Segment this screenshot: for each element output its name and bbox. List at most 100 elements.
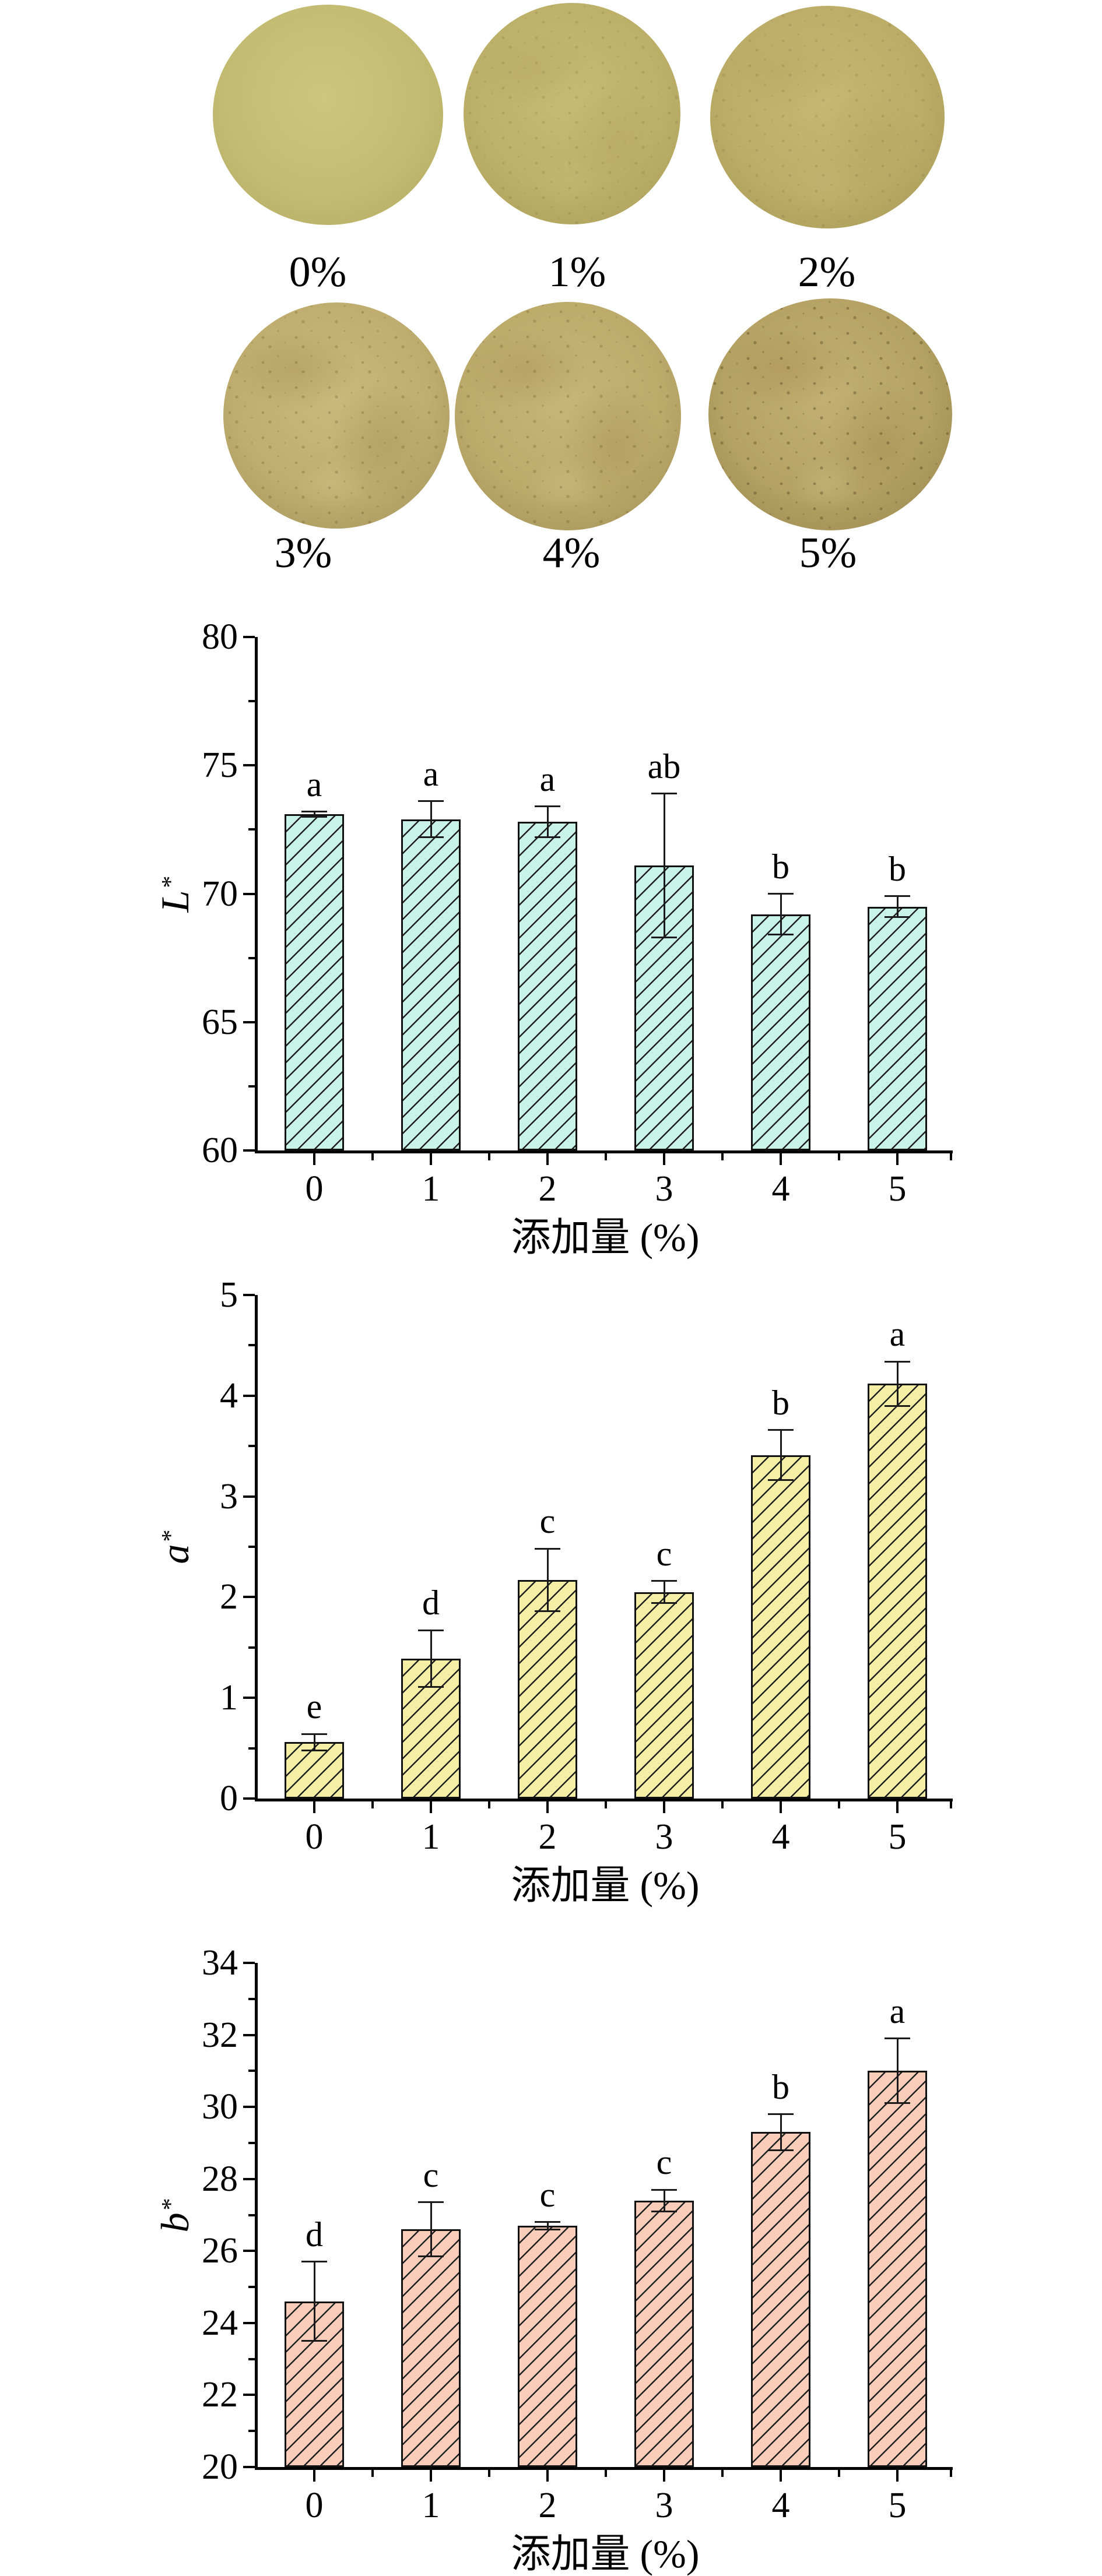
y-minor-tick [248, 1085, 255, 1088]
significance-letter: a [306, 765, 322, 804]
error-bar-cap-bottom [651, 2210, 677, 2212]
significance-letter: ab [647, 747, 681, 786]
x-major-tick [663, 1153, 665, 1165]
x-minor-tick [838, 2470, 840, 2477]
x-tick-label: 5 [888, 2486, 907, 2525]
error-bar-cap-bottom [535, 1610, 560, 1613]
significance-letter: b [772, 847, 789, 886]
bar-4pct [751, 1455, 810, 1799]
x-tick-label: 2 [538, 1169, 557, 1209]
y-minor-tick [248, 2213, 255, 2216]
error-bar-cap-top [651, 793, 677, 795]
significance-letter: a [889, 1315, 906, 1354]
significance-letter: d [422, 1583, 440, 1623]
y-minor-tick [248, 2070, 255, 2072]
error-bar [663, 2190, 665, 2212]
y-major-tick [243, 636, 255, 638]
error-bar-cap-top [885, 895, 910, 898]
y-minor-tick [248, 828, 255, 831]
x-minor-tick [371, 1153, 374, 1160]
y-tick-label: 4 [220, 1375, 238, 1416]
x-major-tick [430, 2470, 432, 2482]
error-bar [546, 1549, 549, 1611]
x-minor-tick [488, 1153, 490, 1160]
significance-letter: e [306, 1687, 322, 1726]
x-major-tick [313, 1801, 315, 1813]
x-minor-tick [950, 1153, 952, 1160]
y-tick-label: 60 [202, 1131, 238, 1170]
y-minor-tick [248, 1546, 255, 1548]
error-bar-cap-bottom [301, 815, 327, 818]
error-bar-cap-top [301, 811, 327, 813]
bar-1pct [401, 2229, 461, 2467]
photo-label-5pct: 5% [799, 529, 857, 577]
significance-letter: b [772, 2067, 789, 2106]
bar-2pct [518, 2226, 577, 2467]
x-tick-label: 3 [655, 1169, 673, 1209]
y-major-tick [243, 2033, 255, 2036]
error-bar [430, 801, 432, 837]
cookie-mottle [455, 302, 681, 530]
error-bar-cap-bottom [768, 2149, 794, 2151]
x-tick-label: 5 [888, 1817, 907, 1857]
photo-label-3pct: 3% [274, 529, 332, 577]
significance-letter: c [656, 1534, 672, 1573]
x-minor-tick [371, 2470, 374, 2477]
y-minor-tick [248, 1747, 255, 1750]
y-tick-label: 0 [220, 1779, 238, 1818]
error-bar-cap-top [885, 1360, 910, 1363]
bar-0pct [285, 814, 344, 1150]
y-minor-tick [248, 2141, 255, 2144]
x-major-tick [896, 1801, 899, 1813]
error-bar-cap-bottom [418, 2255, 444, 2258]
y-tick-label: 26 [202, 2231, 238, 2271]
y-axis-title-letter: a [152, 1544, 197, 1564]
x-minor-tick [721, 1153, 724, 1160]
x-major-tick [780, 2470, 782, 2482]
x-major-tick [780, 1801, 782, 1813]
y-minor-tick [248, 1344, 255, 1347]
cookie-mottle [464, 3, 680, 224]
error-bar-cap-bottom [418, 836, 444, 839]
error-bar-cap-top [885, 2037, 910, 2040]
photo-label-4pct: 4% [542, 529, 601, 577]
x-axis-title: 添加量 (%) [511, 1863, 700, 1908]
error-bar [546, 2222, 549, 2230]
x-minor-tick [371, 1801, 374, 1808]
y-major-tick [243, 2177, 255, 2180]
error-bar-cap-bottom [768, 934, 794, 936]
y-axis-line [255, 1295, 258, 1799]
error-bar-cap-top [535, 2221, 560, 2223]
y-axis-title-letter: b [152, 2212, 197, 2233]
y-major-tick [243, 764, 255, 767]
x-minor-tick [950, 1801, 952, 1808]
error-bar-cap-top [651, 1580, 677, 1582]
y-major-tick [243, 2466, 255, 2468]
bar-5pct [868, 2071, 927, 2467]
chart-L-star: a a a ab b b L * 添加量 (%) 60 65 70 75 80 0 1 2 3 4 5 [0, 619, 1102, 1259]
error-bar [780, 2114, 782, 2151]
error-bar-cap-top [418, 1629, 444, 1631]
x-tick-label: 0 [305, 1817, 324, 1857]
y-axis-line [255, 1963, 258, 2467]
significance-letter: a [889, 1991, 906, 2030]
x-tick-label: 2 [538, 1817, 557, 1857]
x-tick-label: 3 [655, 2486, 673, 2525]
x-major-tick [430, 1153, 432, 1165]
error-bar [663, 1581, 665, 1603]
x-major-tick [546, 1801, 549, 1813]
significance-letter: b [889, 849, 906, 888]
y-major-tick [243, 1294, 255, 1296]
cookie-grain [223, 302, 450, 529]
y-tick-label: 80 [202, 617, 238, 657]
error-bar-cap-bottom [418, 1685, 444, 1688]
y-tick-label: 2 [220, 1577, 238, 1617]
significance-letter: d [306, 2215, 323, 2254]
error-bar [313, 811, 315, 817]
y-major-tick [243, 2394, 255, 2396]
y-minor-tick [248, 1997, 255, 2000]
x-tick-label: 2 [538, 2486, 557, 2525]
error-bar-cap-top [301, 1733, 327, 1735]
error-bar-cap-bottom [885, 2102, 910, 2105]
